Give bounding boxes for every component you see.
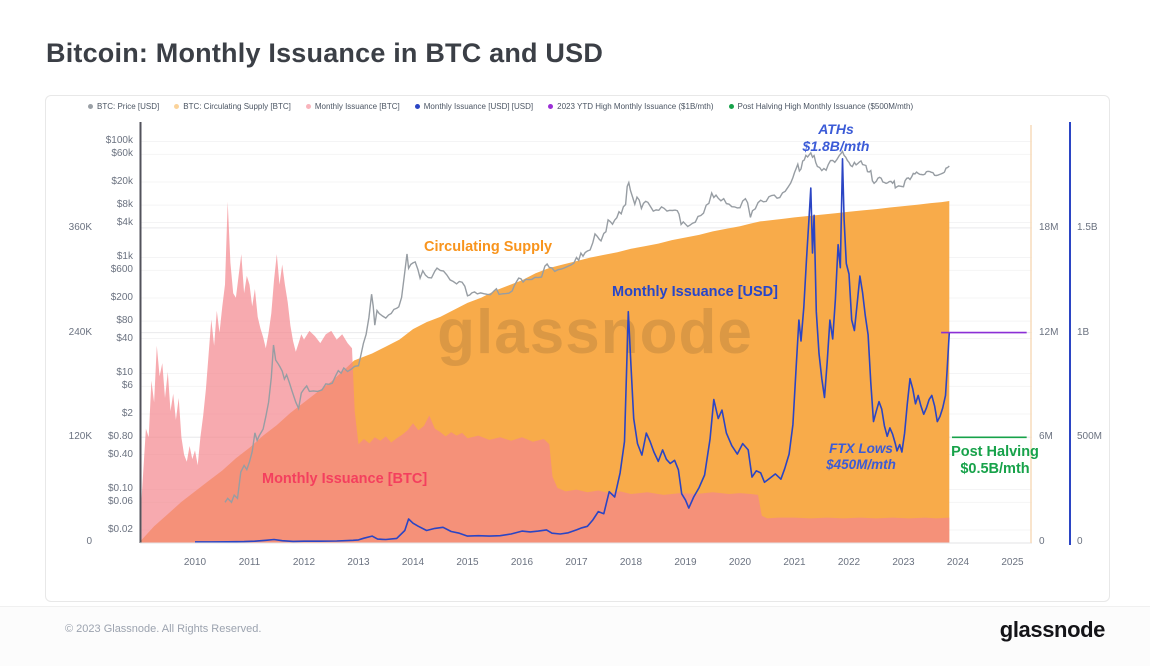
annotation-line: $450M/mth: [826, 457, 896, 473]
year-tick: 2011: [238, 557, 261, 568]
supply-axis-tick: 18M: [1039, 221, 1059, 233]
legend-marker: [728, 104, 734, 109]
annotation-circulating-supply: Circulating Supply: [424, 239, 552, 256]
legend-item-5[interactable]: Post Halving High Monthly Issuance ($500…: [728, 102, 914, 111]
legend-item-4[interactable]: 2023 YTD High Monthly Issuance ($1B/mth): [548, 102, 714, 111]
price-axis-tick: $20k: [111, 176, 133, 187]
legend-marker: [548, 104, 554, 109]
price-axis-tick: $1k: [116, 251, 133, 263]
footer-copyright: © 2023 Glassnode. All Rights Reserved.: [65, 623, 262, 635]
annotation-line: ATHs: [818, 121, 854, 137]
year-tick: 2025: [1001, 557, 1024, 568]
annotation-line: Monthly Issuance [USD]: [612, 284, 778, 300]
legend-item-3[interactable]: Monthly Issuance [USD] [USD]: [414, 102, 534, 111]
price-axis-tick: $2: [121, 408, 133, 419]
legend-item-0[interactable]: BTC: Price [USD]: [88, 102, 159, 111]
legend-marker: [305, 104, 311, 109]
legend-label: Monthly Issuance [BTC]: [314, 102, 400, 111]
usd-axis-tick: 1.5B: [1077, 221, 1098, 233]
price-axis-tick: $100k: [105, 135, 133, 147]
year-tick: 2019: [674, 557, 697, 568]
year-tick: 2013: [347, 557, 370, 568]
annotation-line: Post Halving: [951, 444, 1039, 460]
price-axis-tick: $6: [121, 380, 133, 392]
price-axis-tick: $0.06: [107, 496, 133, 508]
price-axis-tick: $8k: [116, 199, 133, 211]
price-axis-tick: $60k: [111, 148, 133, 160]
btc-axis-tick: 360K: [68, 221, 92, 233]
price-axis-tick: $80: [116, 315, 133, 327]
btc-axis-tick: 120K: [68, 431, 92, 443]
year-tick: 2016: [510, 557, 534, 568]
year-tick: 2015: [456, 557, 479, 568]
usd-axis-tick: 1B: [1077, 326, 1090, 338]
legend-label: Monthly Issuance [USD] [USD]: [423, 102, 534, 111]
price-axis-tick: $0.80: [107, 431, 133, 443]
usd-axis-tick: 500M: [1077, 431, 1103, 443]
year-tick: 2021: [783, 557, 806, 568]
price-axis-tick: $40: [116, 332, 133, 344]
price-axis-tick: $4k: [116, 216, 133, 228]
annotation-line: FTX Lows: [829, 441, 893, 456]
supply-axis-tick: 12M: [1039, 326, 1059, 338]
supply-axis-tick: 0: [1039, 536, 1045, 547]
btc-axis-tick: 0: [86, 536, 92, 547]
legend-item-2[interactable]: Monthly Issuance [BTC]: [305, 102, 400, 111]
year-tick: 2020: [728, 557, 752, 568]
btc-axis-tick: 240K: [68, 326, 92, 338]
legend-label: BTC: Price [USD]: [97, 102, 160, 111]
legend-label: BTC: Circulating Supply [BTC]: [183, 102, 291, 111]
annotation-aths: ATHs $1.8B/mth: [803, 121, 870, 155]
page-title: Bitcoin: Monthly Issuance in BTC and USD: [46, 38, 604, 68]
year-tick: 2010: [183, 557, 207, 568]
legend-marker: [88, 104, 93, 109]
annotation-monthly-issuance-usd: Monthly Issuance [USD]: [612, 284, 778, 301]
glassnode-logo: glassnode: [999, 617, 1106, 642]
annotation-line: $1.8B/mth: [802, 137, 870, 154]
year-tick: 2022: [837, 557, 861, 568]
price-axis-tick: $200: [110, 292, 133, 303]
annotation-post-halving: Post Halving $0.5B/mth: [951, 444, 1039, 479]
legend-item-1[interactable]: BTC: Circulating Supply [BTC]: [174, 102, 291, 111]
year-tick: 2023: [892, 557, 915, 568]
price-axis-tick: $600: [110, 264, 133, 276]
annotation-ftx-lows: FTX Lows $450M/mth: [826, 441, 896, 473]
usd-axis-tick: 0: [1077, 536, 1083, 547]
legend-marker: [414, 104, 420, 109]
annotation-line: $0.5B/mth: [960, 461, 1030, 478]
footer: © 2023 Glassnode. All Rights Reserved. g…: [0, 606, 1150, 666]
year-tick: 2024: [946, 557, 970, 568]
chart-card: [45, 95, 1110, 602]
price-axis-tick: $0.40: [107, 448, 133, 460]
year-tick: 2014: [401, 557, 425, 568]
legend: BTC: Price [USD] BTC: Circulating Supply …: [88, 102, 913, 111]
year-tick: 2018: [619, 557, 643, 568]
price-axis-tick: $0.02: [107, 524, 133, 535]
year-tick: 2012: [292, 557, 316, 568]
legend-label: Post Halving High Monthly Issuance ($500…: [737, 102, 914, 111]
supply-axis-tick: 6M: [1039, 431, 1053, 443]
annotation-line: Circulating Supply: [424, 239, 553, 255]
annotation-monthly-issuance-btc: Monthly Issuance [BTC]: [262, 471, 427, 488]
legend-label: 2023 YTD High Monthly Issuance ($1B/mth): [557, 102, 714, 111]
annotation-line: Monthly Issuance [BTC]: [262, 471, 428, 487]
legend-marker: [174, 104, 180, 109]
year-tick: 2017: [565, 557, 588, 568]
price-axis-tick: $10: [116, 367, 133, 379]
price-axis-tick: $0.10: [107, 483, 133, 495]
